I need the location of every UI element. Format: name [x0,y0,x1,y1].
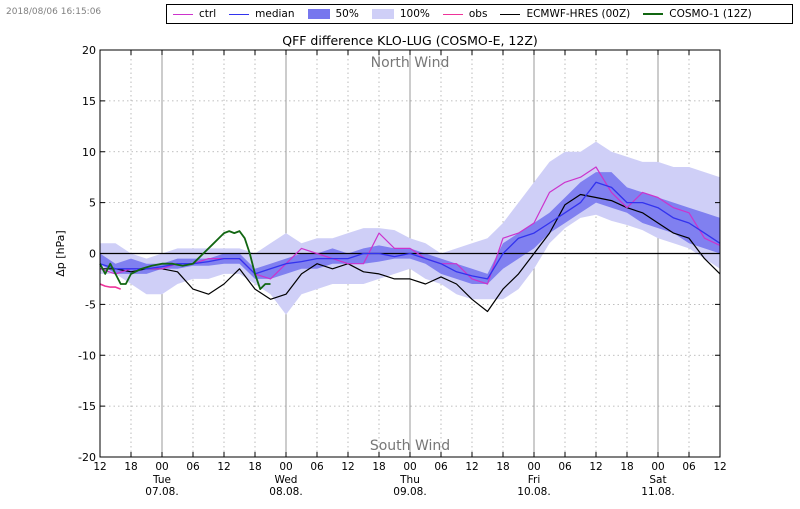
y-tick-label: -15 [78,400,96,413]
series-cosmo-1-12z [99,230,271,291]
x-tick-label: 18 [496,461,509,473]
y-tick-label: 20 [82,44,96,57]
day-name-label: Sat [649,474,666,486]
x-tick-label: 12 [465,461,478,473]
series-median [99,181,721,280]
y-tick-label: -5 [85,298,96,311]
day-date-label: 09.08. [393,486,426,498]
x-tick-label: 06 [186,461,200,473]
day-date-label: 11.08. [641,486,674,498]
day-name-label: Fri [528,474,541,486]
x-tick-label: 12 [713,461,726,473]
legend-label: ctrl [199,8,217,20]
x-tick-label: 18 [124,461,137,473]
band-50 [100,172,720,284]
y-tick-label: 10 [82,146,96,159]
x-tick-label: 18 [620,461,633,473]
legend-swatch [643,13,664,15]
series-obs [99,283,121,290]
legend-swatch [500,13,521,15]
x-tick-label: 06 [434,461,448,473]
x-tick-label: 12 [217,461,230,473]
legend-label: 50% [335,8,359,20]
legend-item-2: 50% [302,8,366,20]
x-tick-label: 06 [682,461,696,473]
chart-title: QFF difference KLO-LUG (COSMO-E, 12Z) [282,33,538,48]
timestamp: 2018/08/06 16:15:06 [6,7,102,17]
legend-swatch [307,9,330,19]
legend-item-6: COSMO-1 (12Z) [637,8,758,20]
legend-item-3: 100% [366,8,437,20]
x-tick-label: 00 [651,461,664,473]
legend-item-4: obs [437,8,495,20]
x-tick-label: 00 [155,461,168,473]
x-tick-label: 00 [527,461,540,473]
series-ctrl [99,166,721,285]
x-tick-label: 18 [248,461,261,473]
legend-label: 100% [399,8,430,20]
y-tick-label: -20 [78,451,96,464]
x-tick-label: 00 [279,461,292,473]
y-tick-label: -10 [78,349,96,362]
x-tick-label: 06 [558,461,572,473]
south-wind-label: South Wind [370,438,450,454]
day-date-label: 07.08. [145,486,178,498]
y-axis-label: Δp [hPa] [54,230,67,276]
x-tick-label: 00 [403,461,416,473]
legend-item-5: ECMWF-HRES (00Z) [494,8,637,20]
legend: ctrl median 50% 100% obs ECMWF-HRES (00Z) COSM… [166,4,793,24]
day-name-label: Tue [152,474,171,486]
day-date-label: 08.08. [269,486,302,498]
legend-label: obs [468,8,488,20]
x-tick-label: 12 [589,461,602,473]
legend-label: median [255,8,295,20]
legend-swatch [442,13,463,15]
legend-item-1: median [223,8,301,20]
x-tick-label: 12 [341,461,354,473]
legend-swatch [173,13,193,15]
x-tick-label: 06 [310,461,324,473]
y-tick-label: 15 [82,95,96,108]
legend-label: COSMO-1 (12Z) [669,8,752,20]
series-ecmwf-hres-00z [100,193,721,313]
legend-swatch [229,13,250,15]
y-tick-label: 0 [89,248,96,261]
y-tick-label: 5 [89,197,96,210]
x-tick-label: 18 [372,461,385,473]
x-tick-label: 12 [93,461,106,473]
day-name-label: Wed [275,474,298,486]
north-wind-label: North Wind [371,55,450,71]
day-date-label: 10.08. [517,486,550,498]
legend-swatch [371,9,394,19]
legend-item-0: ctrl [167,8,223,20]
day-name-label: Thu [399,474,420,486]
legend-label: ECMWF-HRES (00Z) [526,8,631,20]
